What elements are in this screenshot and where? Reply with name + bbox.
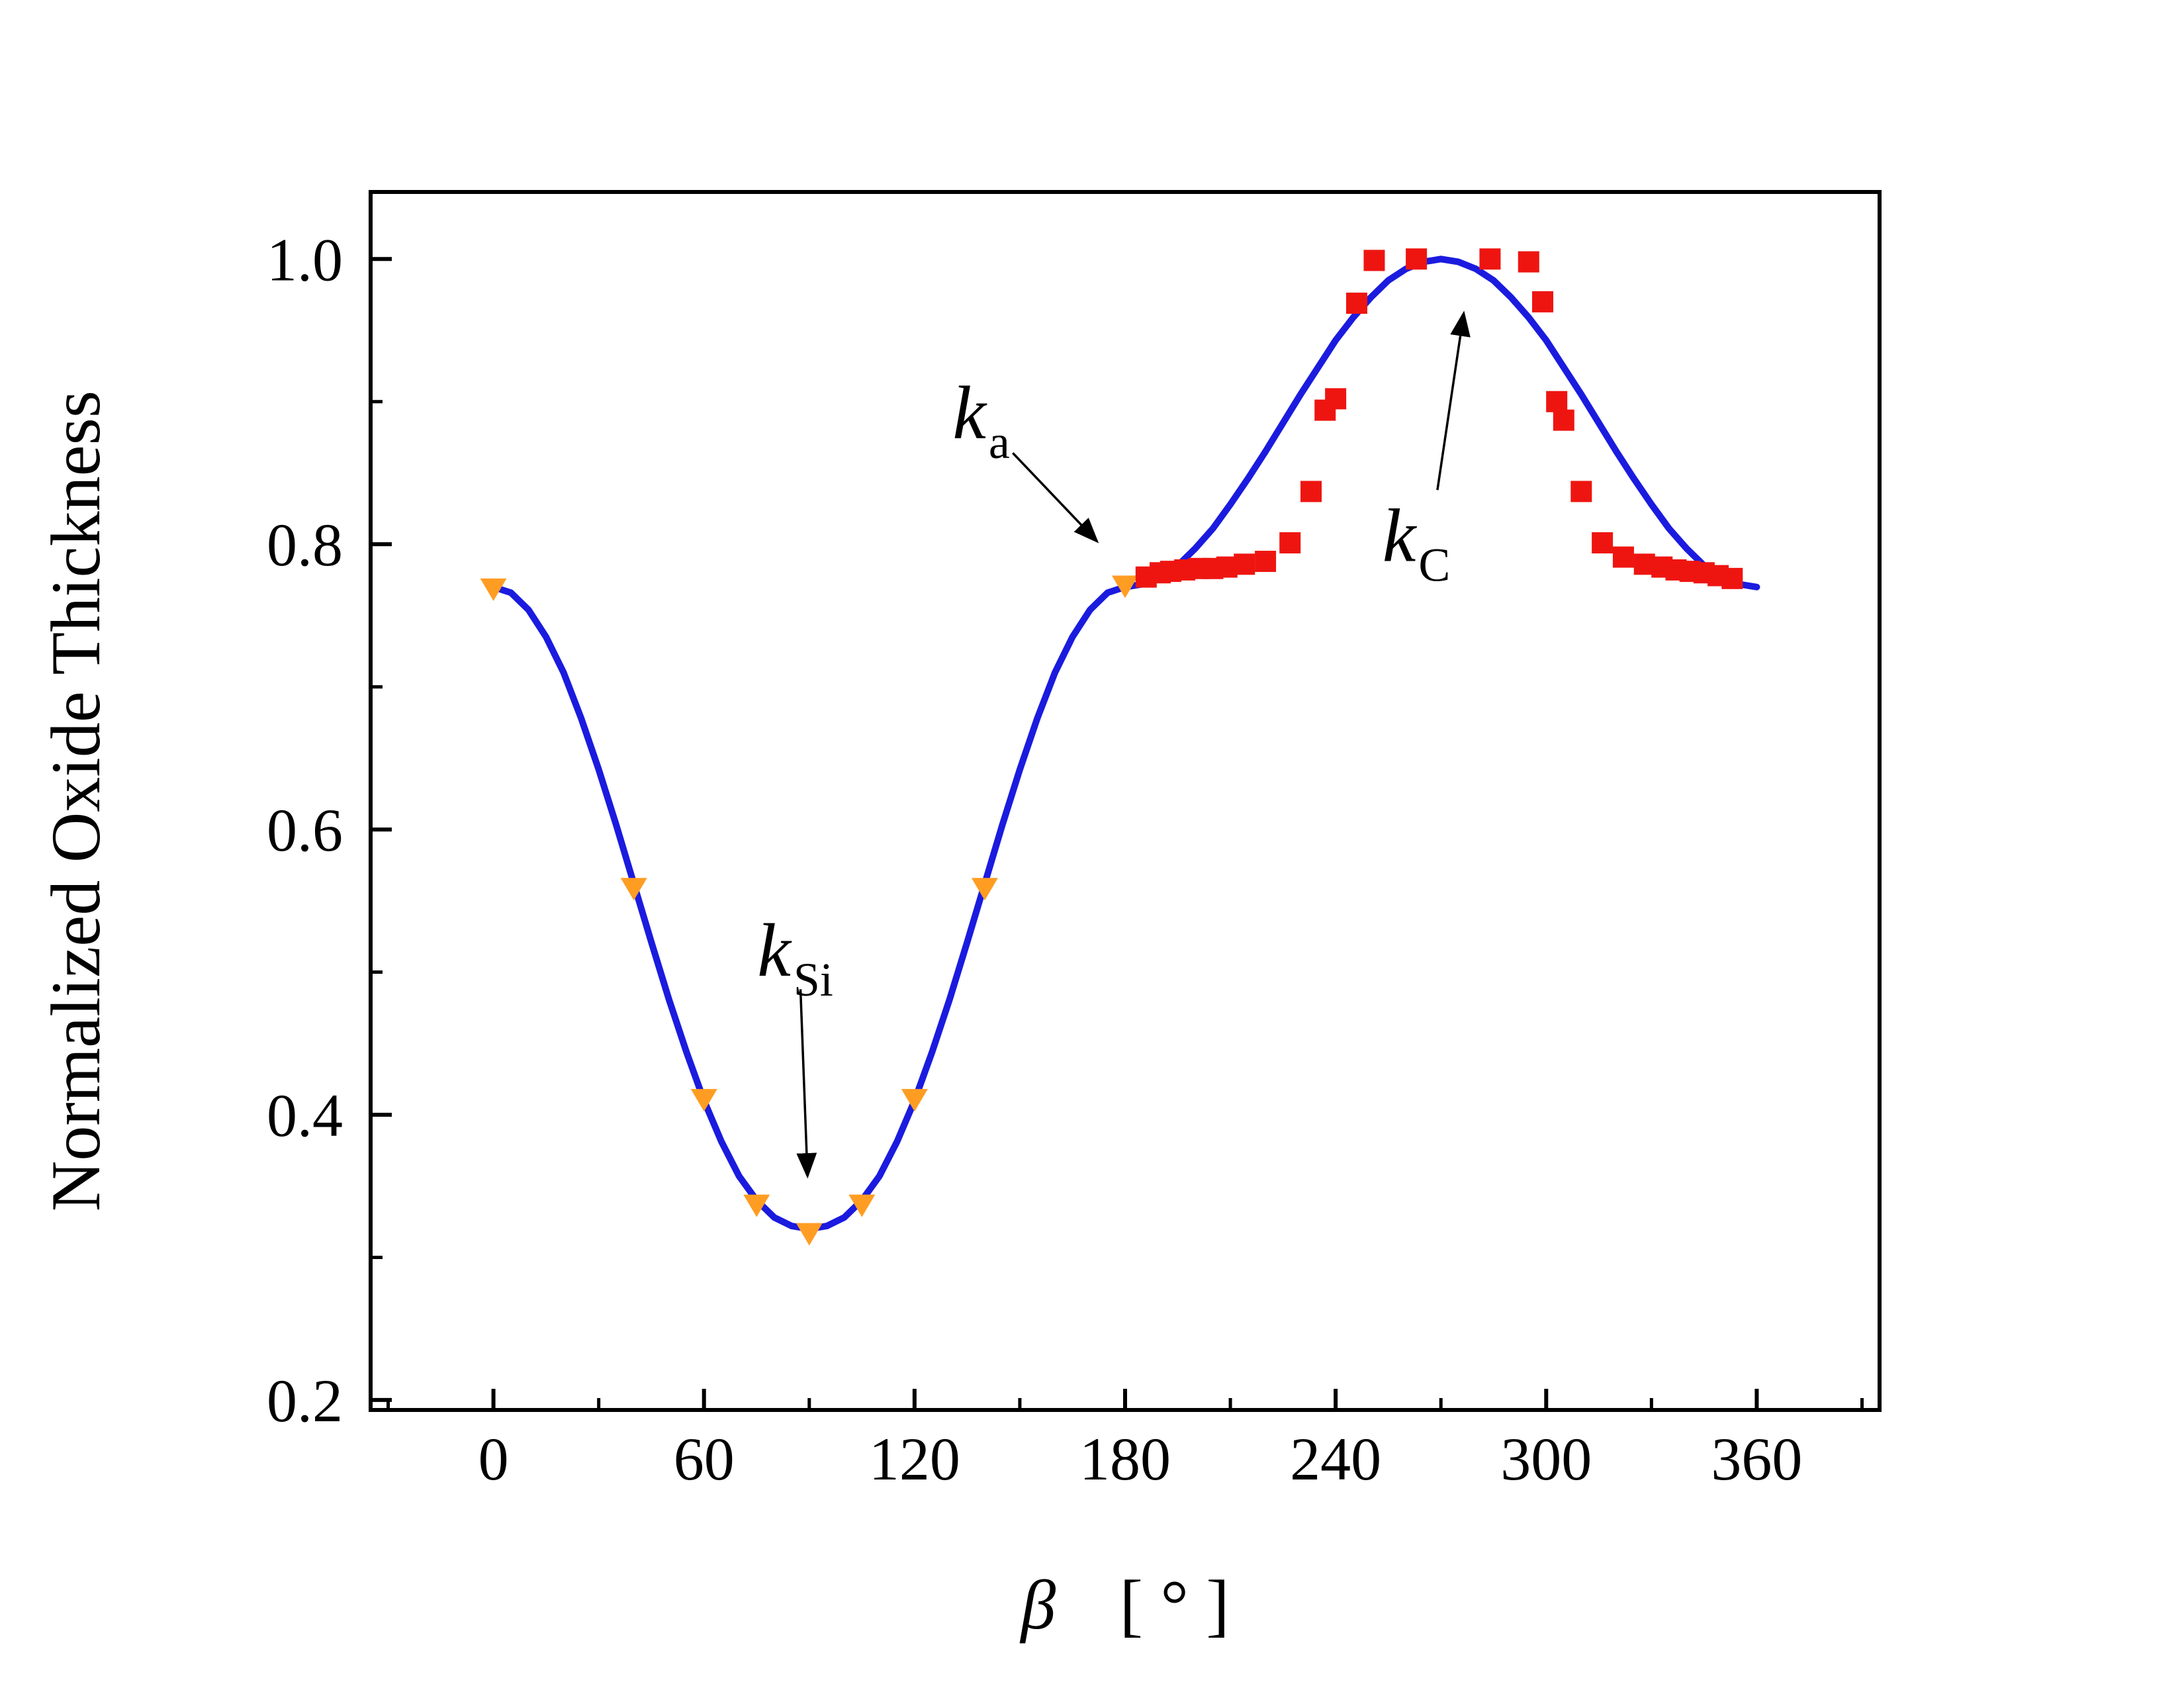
x-tick-label: 0 (478, 1425, 509, 1493)
annotation-main-k-a: k (952, 371, 987, 455)
triangle-series (480, 575, 1138, 1246)
y-tick-label: 1.0 (267, 226, 343, 293)
data-point-square (1363, 250, 1385, 271)
data-point-square (1255, 551, 1277, 573)
x-tick-label: 360 (1711, 1425, 1802, 1493)
data-point-square (1612, 546, 1634, 568)
annotation-arrow-k-c (1436, 310, 1471, 491)
y-axis-title: Normalized Oxide Thickness (37, 391, 114, 1211)
data-point-square (1325, 388, 1347, 410)
data-point-triangle (901, 1089, 928, 1112)
x-tick-label: 240 (1290, 1425, 1381, 1493)
data-point-square (1300, 481, 1322, 502)
data-point-square (1279, 532, 1301, 554)
x-tick-labels: 0 60 120 180 240 300 360 (478, 1425, 1803, 1493)
x-tick-label: 120 (869, 1425, 960, 1493)
y-tick-label: 0.4 (267, 1082, 343, 1149)
data-point-triangle (690, 1089, 717, 1112)
y-tick-label: 0.6 (267, 796, 343, 864)
data-point-triangle (620, 878, 647, 901)
axes-box (369, 190, 1882, 1412)
x-axis-title: β [ ° ] (1019, 1566, 1229, 1644)
x-axis-unit: [ ° ] (1120, 1566, 1230, 1644)
data-point-square (1518, 251, 1539, 273)
annotation-sub-k-c: C (1418, 538, 1450, 591)
annotation-label-k-a: ka (952, 371, 1010, 469)
x-axis-symbol: β (1019, 1566, 1056, 1644)
data-point-square (1531, 291, 1553, 312)
data-point-square (1592, 532, 1614, 554)
annotation-sub-k-si: Si (794, 953, 833, 1006)
square-series (1135, 248, 1743, 589)
data-point-triangle (480, 578, 507, 601)
annotation-label-k-c: kC (1383, 493, 1451, 591)
annotation-main-k-si: k (757, 908, 792, 992)
annotation-arrow-k-si (796, 989, 817, 1179)
data-point-square (1546, 391, 1568, 412)
annotation-sub-k-a: a (989, 416, 1010, 469)
data-point-square (1345, 293, 1367, 314)
data-point-square (1553, 409, 1574, 431)
data-point-triangle (848, 1194, 876, 1217)
data-point-square (1479, 248, 1501, 270)
x-tick-label: 180 (1079, 1425, 1171, 1493)
data-point-square (1234, 553, 1255, 575)
annotation-arrow-k-a (1012, 452, 1099, 543)
y-tick-labels: 0.2 0.4 0.6 0.8 1.0 (267, 226, 343, 1434)
data-point-square (1570, 481, 1592, 502)
y-tick-label: 0.2 (267, 1367, 343, 1434)
data-point-triangle (796, 1223, 823, 1246)
x-tick-label: 300 (1500, 1425, 1592, 1493)
data-point-square (1721, 567, 1743, 589)
plot-frame (369, 190, 1882, 1412)
data-point-triangle (743, 1194, 770, 1217)
y-tick-label: 0.8 (267, 511, 343, 579)
annotation-main-k-c: k (1383, 493, 1418, 577)
data-point-triangle (1112, 575, 1138, 598)
y-ticks (371, 257, 392, 1402)
annotation-label-k-si: kSi (757, 908, 833, 1006)
x-ticks (387, 1389, 1864, 1410)
data-point-square (1406, 248, 1428, 270)
x-tick-label: 60 (674, 1425, 735, 1493)
data-point-triangle (971, 878, 998, 901)
